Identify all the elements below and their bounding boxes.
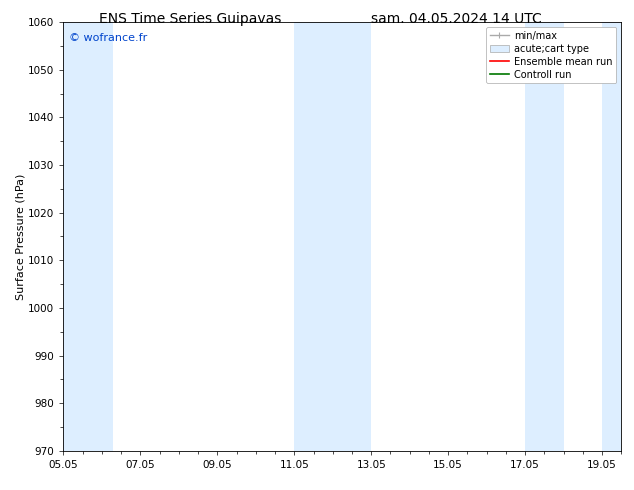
Y-axis label: Surface Pressure (hPa): Surface Pressure (hPa) bbox=[15, 173, 25, 299]
Text: © wofrance.fr: © wofrance.fr bbox=[69, 33, 147, 43]
Text: ENS Time Series Guipavas: ENS Time Series Guipavas bbox=[99, 12, 281, 26]
Text: sam. 04.05.2024 14 UTC: sam. 04.05.2024 14 UTC bbox=[371, 12, 542, 26]
Bar bbox=[602, 22, 621, 451]
Legend: min/max, acute;cart type, Ensemble mean run, Controll run: min/max, acute;cart type, Ensemble mean … bbox=[486, 27, 616, 83]
Bar bbox=[525, 22, 564, 451]
Bar bbox=[63, 22, 113, 451]
Bar bbox=[294, 22, 372, 451]
